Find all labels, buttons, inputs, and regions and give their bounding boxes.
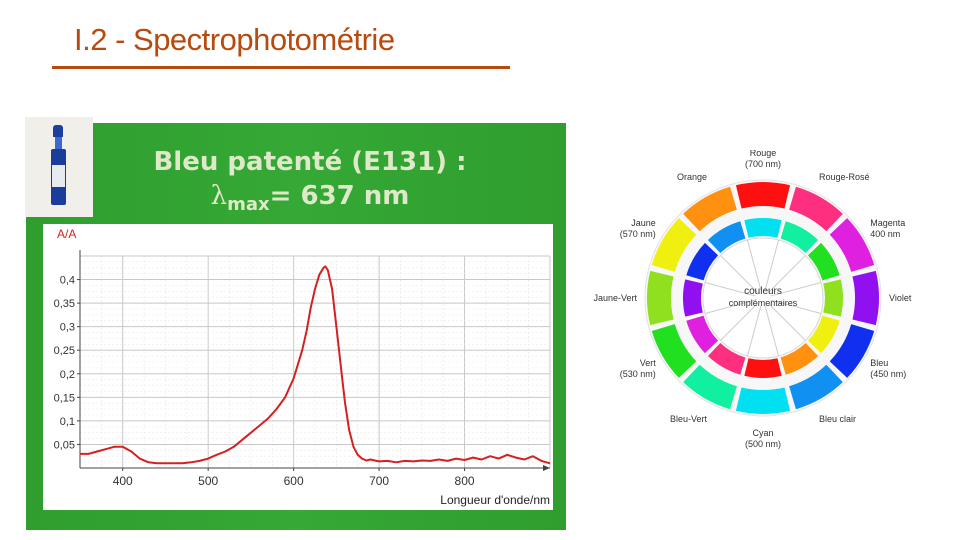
- lambda-max-value: = 637 nm: [269, 181, 410, 211]
- wheel-label-wavelength: 400 nm: [870, 229, 900, 239]
- wheel-outer-segment: [651, 218, 697, 272]
- wheel-inner-segment: [807, 315, 840, 354]
- wheel-label: Magenta: [870, 218, 905, 228]
- wheel-label: Bleu clair: [819, 414, 856, 424]
- wheel-inner-segment: [686, 242, 719, 281]
- wheel-label: Rouge-Rosé: [819, 172, 870, 182]
- wheel-outer-segment: [647, 270, 674, 326]
- wheel-label-wavelength: (700 nm): [745, 159, 781, 169]
- wheel-label: Vert: [640, 358, 657, 368]
- spectrum-chart: 0,05 0,1 0,15 0,2 0,25 0,3 0,35 0,4 400 500 600 700…: [54, 227, 551, 507]
- wheel-spoke: [770, 281, 822, 297]
- x-axis-arrow: [543, 465, 550, 471]
- y-tick-label: 0,05: [54, 439, 75, 451]
- wheel-outer-segment: [829, 218, 875, 272]
- wheel-label-wavelength: (570 nm): [620, 229, 656, 239]
- wheel-outer-segment: [852, 270, 879, 326]
- y-tick-label: 0,1: [60, 416, 75, 428]
- wheel-inner-segment: [686, 315, 719, 354]
- wheel-label: Rouge: [750, 150, 777, 158]
- wheel-center-label-line1: couleurs: [744, 286, 782, 297]
- chart-heading-line2: λmax= 637 nm: [100, 179, 520, 222]
- x-tick-label: 600: [284, 474, 304, 488]
- y-tick-label: 0,4: [60, 275, 75, 287]
- absorbance-series-line: [80, 265, 551, 465]
- y-axis-label: A/A: [57, 227, 76, 241]
- wheel-label: Violet: [889, 293, 912, 303]
- wheel-spoke: [720, 303, 758, 341]
- lambda-symbol: λ: [210, 181, 228, 211]
- wheel-inner-segment: [823, 279, 843, 317]
- wheel-spoke: [764, 305, 780, 357]
- wheel-label-wavelength: (530 nm): [620, 369, 656, 379]
- wheel-inner-segment: [744, 358, 782, 378]
- wheel-spoke: [768, 255, 806, 293]
- wheel-outer-segment: [651, 324, 697, 378]
- title-underline: [52, 66, 510, 69]
- wheel-spoke: [746, 239, 762, 291]
- vial-label: [52, 165, 65, 187]
- wheel-inner-segment: [780, 221, 819, 254]
- wheel-spoke: [764, 239, 780, 291]
- x-tick-label: 700: [369, 474, 389, 488]
- spectrum-chart-area: 0,05 0,1 0,15 0,2 0,25 0,3 0,35 0,4 400 500 600 700…: [43, 224, 553, 510]
- y-tick-label: 0,35: [54, 298, 75, 310]
- wheel-inner-segment: [707, 221, 746, 254]
- wheel-label-wavelength: (450 nm): [870, 369, 906, 379]
- lambda-subscript: max: [227, 194, 270, 216]
- wheel-outer-segment: [683, 364, 737, 410]
- wheel-label: Bleu: [870, 358, 888, 368]
- wheel-inner-segment: [683, 279, 703, 317]
- y-tick-label: 0,15: [54, 392, 75, 404]
- wheel-spoke: [768, 303, 806, 341]
- wheel-label: Orange: [677, 172, 707, 182]
- wheel-inner-segment: [807, 242, 840, 281]
- wheel-inner-segment: [707, 342, 746, 375]
- chart-heading: Bleu patenté (E131) : λmax= 637 nm: [100, 145, 520, 222]
- y-tick-label: 0,2: [60, 369, 75, 381]
- wheel-inner-segment: [744, 218, 782, 238]
- wheel-outer-segment: [735, 182, 791, 209]
- wheel-outer-segment: [789, 364, 843, 410]
- x-tick-label: 800: [455, 474, 475, 488]
- vial-neck: [55, 137, 62, 149]
- wheel-label: Jaune: [631, 218, 656, 228]
- wheel-label: Jaune-Vert: [593, 293, 637, 303]
- wheel-inner-segment: [780, 342, 819, 375]
- wheel-spoke: [746, 305, 762, 357]
- wheel-spoke: [704, 281, 756, 297]
- wheel-outer-segment: [735, 387, 791, 415]
- wheel-center-label-line2: complémentaires: [729, 298, 798, 308]
- vial-cap: [53, 125, 63, 137]
- wheel-outer-segment: [829, 324, 875, 378]
- wheel-outer-segment: [789, 186, 843, 232]
- x-tick-label: 500: [198, 474, 218, 488]
- y-tick-label: 0,25: [54, 345, 75, 357]
- chart-heading-line1: Bleu patenté (E131) :: [153, 147, 467, 177]
- wheel-spoke: [720, 255, 758, 293]
- y-tick-label: 0,3: [60, 322, 75, 334]
- wheel-outer-segment: [683, 186, 737, 232]
- wheel-label: Cyan: [752, 428, 773, 438]
- x-tick-label: 400: [113, 474, 133, 488]
- wheel-spoke: [770, 299, 822, 315]
- wheel-label: Bleu-Vert: [670, 414, 708, 424]
- x-axis-label: Longueur d'onde/nm: [440, 493, 550, 507]
- blue-dye-vial-icon: [25, 117, 93, 217]
- slide-title: I.2 - Spectrophotométrie: [74, 22, 395, 57]
- wheel-spoke: [704, 299, 756, 315]
- wheel-label-wavelength: (500 nm): [745, 439, 781, 449]
